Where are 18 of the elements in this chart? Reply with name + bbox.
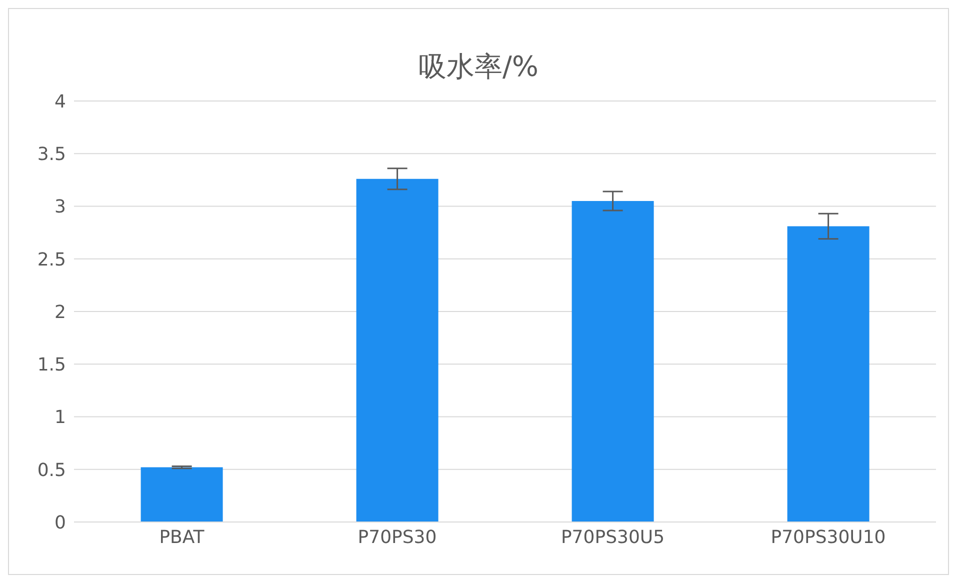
y-tick-label: 1: [54, 407, 66, 428]
y-tick-label: 3: [54, 196, 66, 218]
y-tick-label: 1.5: [37, 354, 66, 376]
bar: [356, 178, 438, 522]
x-tick-label: P70PS30U10: [770, 526, 886, 548]
bar: [572, 200, 654, 522]
bar: [140, 467, 223, 522]
y-tick-label: 3.5: [37, 144, 66, 166]
chart-title: 吸水率/%: [417, 49, 540, 85]
x-tick-label: PBAT: [159, 526, 206, 548]
y-tick-label: 2: [54, 302, 66, 323]
bar: [787, 226, 870, 522]
x-tick-label: P70PS30U5: [560, 526, 665, 548]
y-tick-label: 0.5: [37, 460, 66, 481]
y-tick-label: 2.5: [37, 249, 66, 270]
y-tick-label: 4: [54, 91, 66, 112]
y-tick-label: 0: [54, 512, 66, 534]
x-tick-label: P70PS30: [358, 526, 437, 548]
